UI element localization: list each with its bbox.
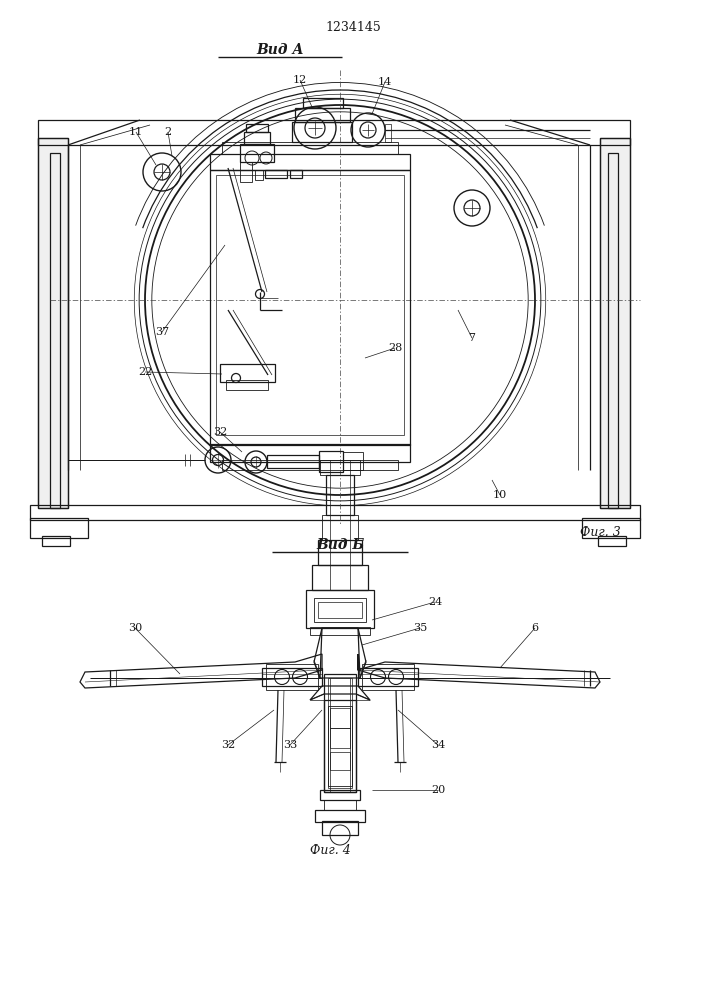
Bar xyxy=(582,518,640,538)
Bar xyxy=(324,674,356,792)
Bar xyxy=(30,505,640,520)
Bar xyxy=(318,602,362,618)
Bar xyxy=(255,170,263,180)
Bar xyxy=(38,138,68,508)
Bar xyxy=(266,664,318,690)
Text: 28: 28 xyxy=(388,343,402,353)
Bar xyxy=(330,728,350,748)
Bar xyxy=(265,170,287,178)
Text: Фиг. 3: Фиг. 3 xyxy=(580,526,621,538)
Bar xyxy=(210,154,410,170)
Bar xyxy=(30,518,88,538)
Bar xyxy=(318,540,362,565)
Bar xyxy=(267,455,319,468)
Bar xyxy=(310,627,370,635)
Text: 2: 2 xyxy=(165,127,172,137)
Bar xyxy=(608,153,618,508)
Bar xyxy=(216,175,404,435)
Bar xyxy=(38,138,68,508)
Text: 32: 32 xyxy=(213,427,227,437)
Bar xyxy=(210,170,410,445)
Text: 6: 6 xyxy=(532,623,539,633)
Bar xyxy=(240,162,252,182)
Bar xyxy=(292,122,352,142)
Bar xyxy=(343,452,363,470)
Text: 35: 35 xyxy=(413,623,427,633)
Text: 11: 11 xyxy=(129,127,143,137)
Text: 32: 32 xyxy=(221,740,235,750)
Bar xyxy=(315,810,365,822)
Bar xyxy=(314,598,366,622)
Bar xyxy=(328,706,352,786)
Text: 7: 7 xyxy=(469,333,476,343)
Bar xyxy=(358,668,418,686)
Bar xyxy=(320,790,360,800)
Text: 14: 14 xyxy=(378,77,392,87)
Bar xyxy=(42,536,70,546)
Bar xyxy=(210,444,410,462)
Bar xyxy=(385,124,391,142)
Bar xyxy=(226,380,268,390)
Bar xyxy=(600,138,630,508)
Bar xyxy=(600,138,630,508)
Bar xyxy=(244,132,270,144)
Bar xyxy=(38,120,630,145)
Bar xyxy=(295,108,350,122)
Bar xyxy=(324,800,356,810)
Bar xyxy=(262,668,322,686)
Text: 1234145: 1234145 xyxy=(325,21,381,34)
Bar xyxy=(240,144,274,162)
Bar xyxy=(319,451,343,472)
Bar xyxy=(312,565,368,590)
Text: Вид А: Вид А xyxy=(256,43,304,57)
Bar xyxy=(326,475,354,515)
Bar xyxy=(328,678,352,788)
Bar xyxy=(303,98,343,108)
Text: 34: 34 xyxy=(431,740,445,750)
Text: 24: 24 xyxy=(428,597,442,607)
Bar xyxy=(322,821,358,835)
Text: 20: 20 xyxy=(431,785,445,795)
Text: Фиг. 4: Фиг. 4 xyxy=(310,844,351,856)
Bar xyxy=(306,590,374,628)
Bar xyxy=(246,124,268,132)
Text: Вид Б: Вид Б xyxy=(316,538,364,552)
Bar xyxy=(50,153,60,508)
Bar xyxy=(322,515,358,540)
Bar xyxy=(220,364,275,382)
Text: 30: 30 xyxy=(128,623,142,633)
Bar xyxy=(324,700,356,792)
Bar xyxy=(320,460,360,475)
Bar xyxy=(362,664,414,690)
Bar xyxy=(222,142,398,154)
Text: 10: 10 xyxy=(493,490,507,500)
Text: 12: 12 xyxy=(293,75,307,85)
Bar xyxy=(290,170,302,178)
Text: 22: 22 xyxy=(138,367,152,377)
Text: 37: 37 xyxy=(155,327,169,337)
Bar xyxy=(330,708,350,728)
Text: 33: 33 xyxy=(283,740,297,750)
Bar xyxy=(598,536,626,546)
Bar xyxy=(222,460,398,470)
Bar xyxy=(330,752,350,770)
